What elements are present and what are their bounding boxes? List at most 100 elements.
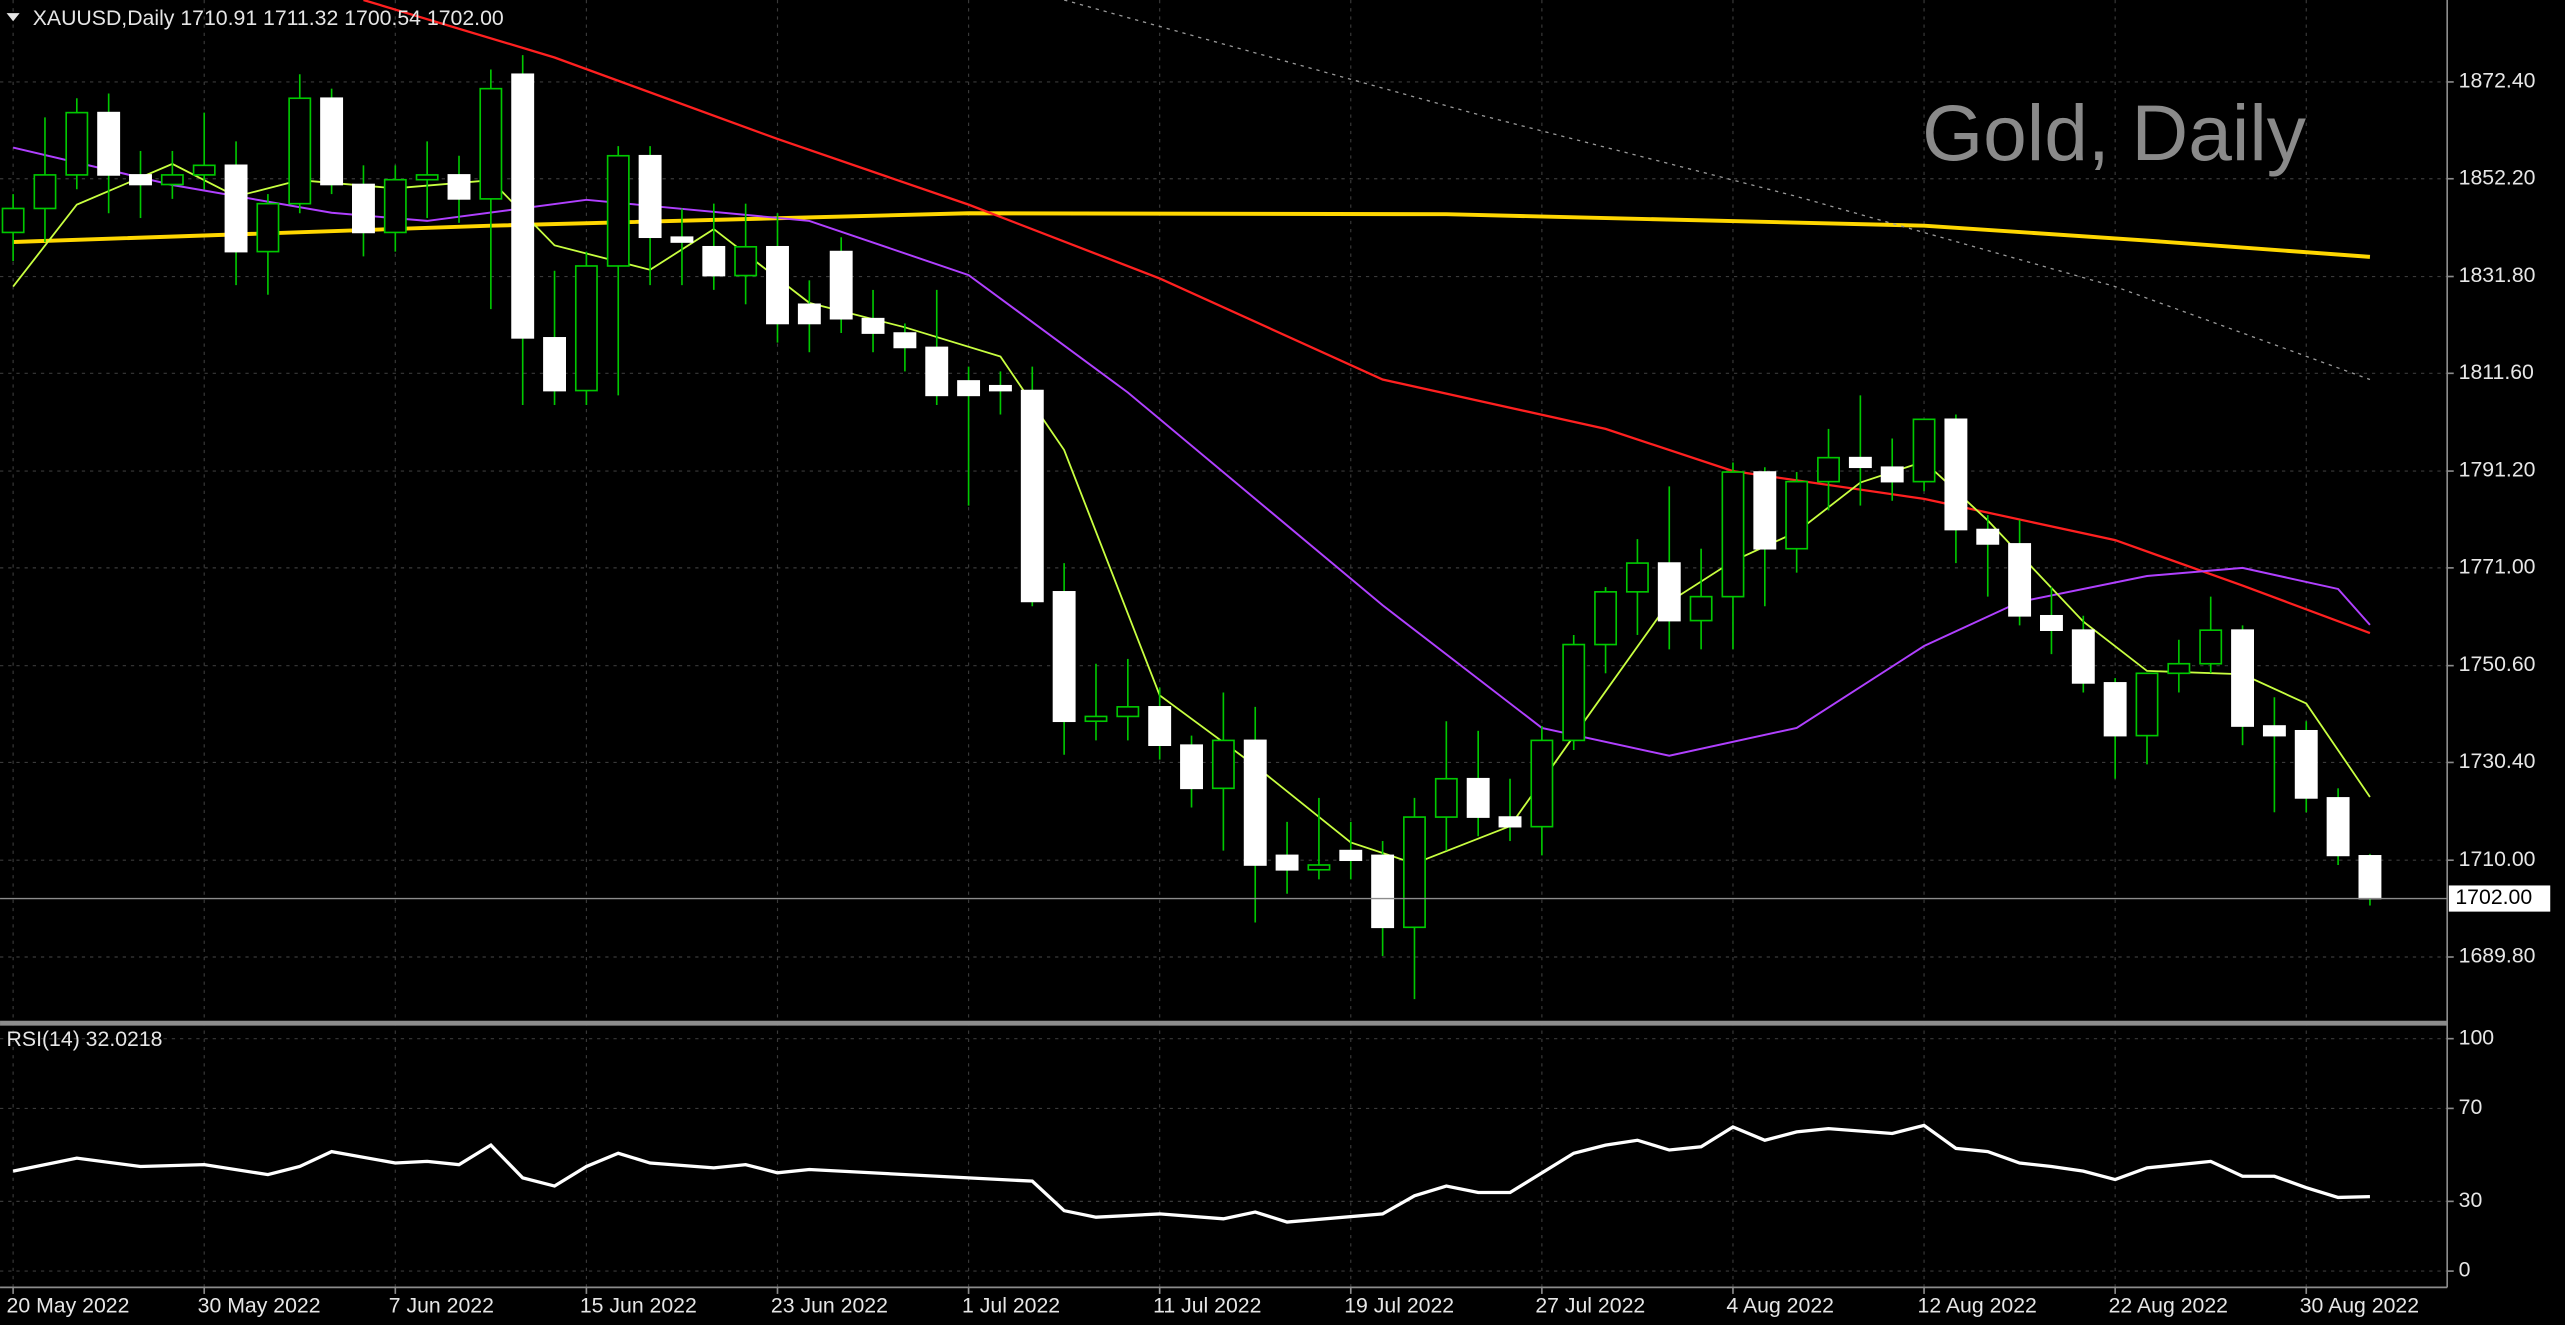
candle-body: [1689, 595, 1713, 622]
y-tick-label: 1689.80: [2459, 944, 2536, 968]
candle-body: [2199, 629, 2223, 665]
y-tick-label: 1750.60: [2459, 652, 2536, 676]
rsi-title: RSI(14) 32.0218: [7, 1027, 163, 1051]
candle-body: [893, 332, 917, 349]
candle-body: [606, 154, 630, 267]
x-tick-label: 1 Jul 2022: [962, 1294, 1060, 1318]
candle-body: [2135, 672, 2159, 737]
candle-body: [638, 154, 662, 239]
candle-body: [1275, 854, 1299, 871]
y-tick-label: 1791.20: [2459, 458, 2536, 482]
candle-body: [192, 164, 216, 176]
candle-body: [1657, 562, 1681, 622]
candle-body: [256, 202, 280, 253]
candle-body: [1434, 777, 1458, 818]
candle-body: [2294, 729, 2318, 799]
candle-body: [988, 384, 1012, 392]
y-tick-label: 30: [2459, 1188, 2483, 1212]
y-tick-label: 100: [2459, 1025, 2494, 1049]
candle-body: [2358, 855, 2382, 900]
y-tick-label: 70: [2459, 1095, 2483, 1119]
candle-body: [2008, 543, 2032, 617]
x-tick-label: 7 Jun 2022: [389, 1294, 494, 1318]
candle-body: [1403, 816, 1426, 929]
candle-body: [479, 87, 503, 200]
candle-body: [1020, 389, 1044, 603]
candle-body: [1148, 706, 1172, 747]
candle-body: [383, 178, 407, 234]
candle-body: [1976, 528, 2000, 545]
candle-body: [1721, 471, 1745, 598]
candle-body: [447, 174, 471, 200]
x-tick-label: 15 Jun 2022: [580, 1294, 697, 1318]
y-tick-label: 1811.60: [2459, 360, 2534, 384]
candle-body: [1116, 706, 1140, 718]
candle-body: [2071, 629, 2095, 684]
candle-body: [1562, 643, 1586, 742]
candle-body: [925, 346, 949, 397]
panel-separator: [0, 1020, 2448, 1026]
candle-body: [1, 207, 25, 234]
candle-body: [1848, 456, 1872, 469]
watermark: Gold, Daily: [1922, 89, 2307, 177]
candle-body: [97, 111, 121, 176]
candle-body: [702, 245, 726, 277]
last-price-label: 1702.00: [2455, 885, 2532, 909]
menu-triangle[interactable]: [6, 13, 20, 22]
x-tick-label: 30 Aug 2022: [2300, 1294, 2419, 1318]
candle-body: [797, 303, 821, 325]
moving-average: [12, 146, 2371, 757]
candle-body: [2231, 629, 2255, 727]
candle-body: [670, 236, 694, 243]
moving-average: [363, 0, 2371, 635]
candle-body: [129, 174, 152, 186]
candle-body: [1371, 854, 1395, 929]
candle-body: [288, 97, 312, 205]
candle-body: [957, 380, 981, 397]
candle-body: [734, 245, 758, 277]
candle-body: [574, 265, 598, 392]
price-panel: [1, 0, 2382, 1000]
candle-body: [1052, 591, 1076, 723]
candle-body: [543, 337, 567, 392]
candle-body: [766, 245, 789, 325]
x-tick-label: 19 Jul 2022: [1344, 1294, 1454, 1318]
candle-body: [1243, 739, 1267, 866]
candle-body: [1817, 456, 1840, 483]
candle-body: [1211, 739, 1235, 790]
rsi-panel: [12, 1123, 2370, 1224]
moving-average: [1063, 0, 2371, 381]
y-tick-label: 1852.20: [2459, 165, 2536, 189]
candle-body: [2262, 725, 2286, 737]
x-tick-label: 30 May 2022: [198, 1294, 321, 1318]
candle-body: [1785, 480, 1809, 550]
candle-body: [1498, 816, 1522, 828]
candle-body: [1944, 418, 1968, 531]
x-tick-label: 22 Aug 2022: [2109, 1294, 2228, 1318]
candle-body: [1466, 777, 1490, 818]
y-tick-label: 0: [2459, 1258, 2471, 1282]
candle-body: [1530, 739, 1554, 828]
y-tick-label: 1872.40: [2459, 69, 2536, 93]
candle-body: [1625, 562, 1649, 593]
candle-body: [1339, 849, 1363, 862]
candle-body: [2103, 682, 2127, 737]
candle-body: [2167, 662, 2191, 675]
x-tick-label: 4 Aug 2022: [1726, 1294, 1834, 1318]
x-tick-label: 20 May 2022: [7, 1294, 130, 1318]
x-tick-label: 27 Jul 2022: [1535, 1294, 1645, 1318]
candle-body: [415, 174, 439, 181]
candle-body: [320, 97, 344, 186]
candle-body: [1180, 744, 1203, 790]
candle-body: [160, 174, 184, 186]
last-price-box: [2448, 885, 2551, 912]
candle-body: [1084, 715, 1108, 723]
candle-body: [829, 250, 853, 320]
x-tick-label: 12 Aug 2022: [1918, 1294, 2037, 1318]
y-tick-label: 1831.80: [2459, 263, 2536, 287]
candle-body: [224, 164, 248, 253]
candle-body: [1307, 864, 1331, 871]
candle-body: [33, 174, 57, 210]
